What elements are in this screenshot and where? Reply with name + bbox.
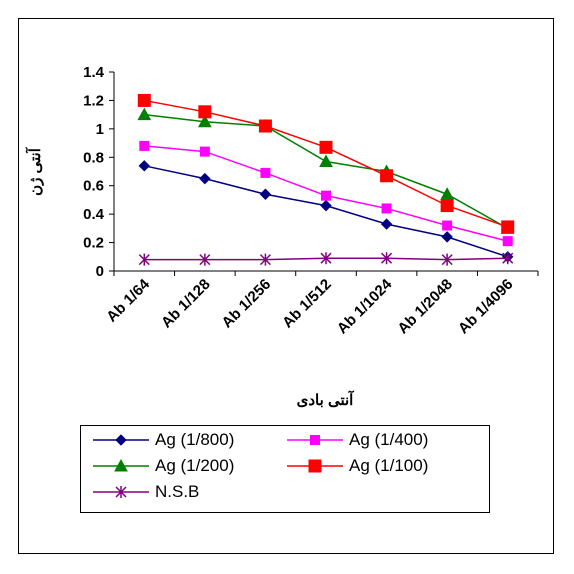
data-point [137, 107, 152, 121]
data-point [260, 167, 271, 178]
data-point [319, 140, 333, 154]
legend-swatch [93, 486, 149, 498]
x-tick-label: Ab 1/2048 [394, 276, 456, 338]
data-point [502, 236, 513, 247]
data-point [199, 172, 211, 185]
series-5 [138, 252, 514, 266]
y-tick-label: 0 [96, 263, 104, 280]
y-tick-label: 1.4 [83, 64, 105, 81]
data-point [441, 253, 453, 266]
data-point [381, 252, 393, 265]
series-4 [137, 93, 515, 234]
legend-marker [308, 459, 322, 473]
data-point [198, 114, 212, 128]
data-point [320, 199, 332, 212]
series-3 [137, 107, 515, 234]
data-point [138, 253, 150, 266]
x-tick-label: Ab 1/256 [219, 276, 275, 332]
data-point [137, 93, 151, 107]
series-2 [139, 140, 513, 247]
data-point [501, 220, 515, 234]
data-point [502, 252, 514, 265]
y-tick-label: 0.6 [83, 178, 104, 195]
y-tick-label: 1.2 [83, 92, 104, 109]
x-axis-title: آنتی بادی [297, 390, 356, 409]
data-point [440, 199, 454, 213]
data-point [259, 188, 272, 200]
legend: Ag (1/800) Ag (1/400) Ag (1/200) Ag (1/100)… [80, 425, 490, 513]
data-point [441, 231, 453, 243]
legend-marker [115, 486, 127, 498]
legend-marker [310, 435, 320, 445]
legend-label: Ag (1/800) [155, 430, 235, 449]
legend-item: Ag (1/800) [91, 430, 234, 450]
legend-item: Ag (1/200) [91, 456, 234, 476]
legend-label: Ag (1/200) [155, 456, 235, 475]
data-point [442, 220, 453, 231]
data-point [199, 146, 210, 157]
y-tick-label: 0.8 [83, 149, 104, 166]
legend-swatch [287, 459, 343, 473]
data-point [321, 190, 331, 201]
legend-swatch [93, 434, 149, 446]
y-tick-label: 0.4 [83, 206, 105, 223]
data-point [319, 154, 333, 168]
legend-label: N.S.B [155, 482, 200, 501]
legend-item: N.S.B [91, 482, 199, 502]
chart-frame [18, 18, 554, 554]
data-point [380, 218, 393, 230]
x-tick-label: Ab 1/128 [158, 276, 214, 332]
x-tick-label: Ab 1/1024 [334, 275, 396, 337]
axes: 00.20.40.60.811.21.4Ab 1/64 Ab 1/128 Ab 1/… [83, 64, 539, 338]
series-layer [137, 93, 515, 266]
legend-label: Ag (1/100) [349, 456, 429, 475]
legend-marker [114, 458, 128, 472]
data-point [199, 253, 211, 266]
data-point [320, 252, 332, 265]
data-point [138, 160, 150, 172]
x-tick-label: Ab 1/64 [103, 275, 153, 325]
data-point [139, 140, 150, 151]
data-point [381, 203, 392, 214]
data-point [440, 187, 454, 200]
x-tick-label: Ab 1/512 [279, 276, 335, 332]
legend-label: Ag (1/400) [349, 430, 429, 449]
legend-swatch [287, 435, 343, 445]
data-point [258, 119, 272, 133]
legend-item: Ag (1/100) [285, 456, 428, 476]
series-1 [138, 160, 514, 263]
y-axis-title: آنتی ژن [25, 146, 44, 196]
y-tick-label: 0.2 [83, 235, 104, 252]
data-point [380, 169, 394, 183]
legend-item: Ag (1/400) [285, 430, 428, 450]
y-tick-label: 1 [96, 121, 104, 138]
legend-marker [115, 434, 127, 446]
x-tick-label: Ab 1/4096 [455, 276, 517, 338]
legend-swatch [93, 458, 149, 472]
data-point [259, 253, 271, 266]
data-point [198, 105, 212, 119]
